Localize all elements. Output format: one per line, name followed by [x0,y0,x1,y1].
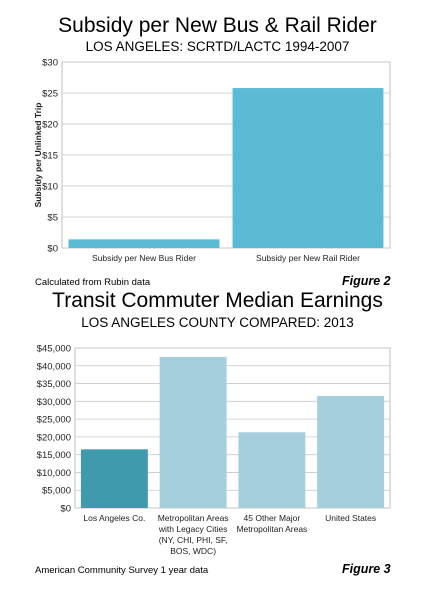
bar [232,88,384,248]
chart1-plot: $0 $5 $10 $15 $20 $25 $30 Subsidy per New Bus R… [33,58,391,263]
x-category-label: with Legacy Cities [158,524,228,534]
y-tick-label: $40,000 [37,361,71,372]
y-tick-label: $15 [42,151,58,162]
x-category-label: Metropolitan Areas [236,524,307,534]
chart1-source: Calculated from Rubin data [35,277,151,288]
y-tick-label: $25 [42,89,58,100]
bar [80,449,148,508]
y-axis-label: Subsidy per Unlinked Trip [33,103,43,208]
x-category-label: (NY, CHI, PHI, SF, [159,535,228,545]
bar [159,356,227,508]
chart2-plot: $0 $5,000 $10,000 $15,000 $20,000 $25,000 $30,… [37,344,391,556]
y-tick-label: $25,000 [37,415,71,426]
x-category-label: 45 Other Major [244,513,301,523]
chart2-title: Transit Commuter Median Earnings [52,289,383,312]
chart1-subtitle: LOS ANGELES: SCRTD/LACTC 1994-2007 [85,39,350,54]
y-tick-label: $0 [60,504,71,515]
y-tick-label: $35,000 [37,379,71,390]
y-tick-label: $20 [42,120,58,131]
chart1-title: Subsidy per New Bus & Rail Rider [58,14,377,37]
chart2-subtitle: LOS ANGELES COUNTY COMPARED: 2013 [81,315,354,330]
x-category-label: Subsidy per New Bus Rider [92,253,196,263]
bar [317,396,385,508]
x-category-label: BOS, WDC) [170,546,216,556]
y-tick-label: $45,000 [37,344,71,355]
y-tick-label: $10,000 [37,468,71,479]
y-tick-label: $30,000 [37,397,71,408]
y-tick-label: $0 [47,244,58,255]
chart2-figure-label: Figure 3 [342,562,391,576]
chart1-figure-label: Figure 2 [342,274,391,288]
y-tick-label: $5 [47,213,58,224]
x-category-label: Subsidy per New Rail Rider [256,253,360,263]
x-category-label: United States [325,513,376,523]
bar [238,432,306,508]
y-tick-label: $20,000 [37,432,71,443]
y-tick-label: $15,000 [37,450,71,461]
y-tick-label: $10 [42,182,58,193]
bar [68,239,220,248]
y-tick-label: $5,000 [42,486,71,497]
x-category-label: Metropolitan Areas [158,513,229,523]
chart2-source: American Community Survey 1 year data [35,565,209,576]
x-category-label: Los Angeles Co. [83,513,145,523]
y-tick-label: $30 [42,58,58,69]
